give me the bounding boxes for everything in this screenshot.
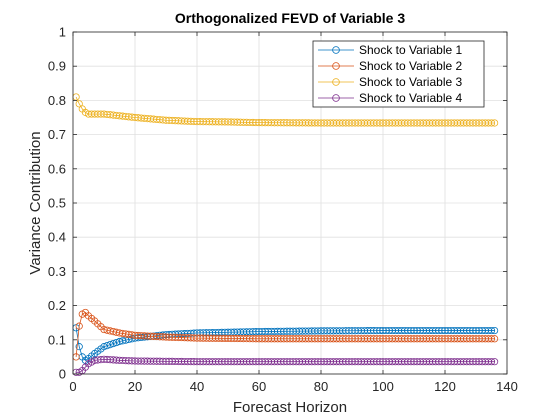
x-tick-label: 60 <box>252 379 266 394</box>
series-line <box>75 311 495 357</box>
legend-label: Shock to Variable 3 <box>359 75 462 89</box>
legend-marker <box>332 78 340 86</box>
data-point <box>100 343 108 351</box>
data-point <box>103 342 111 350</box>
series-2 <box>72 308 499 361</box>
data-point <box>109 339 117 348</box>
x-tick-label: 80 <box>314 379 328 394</box>
legend-entry-3: Shock to Variable 3 <box>318 75 462 89</box>
legend-marker <box>332 46 340 54</box>
x-tick-label: 120 <box>434 379 456 394</box>
x-tick-label: 140 <box>496 379 518 394</box>
y-tick-label: 0.3 <box>48 264 66 279</box>
y-tick-label: 0.2 <box>48 298 66 313</box>
x-axis-label: Forecast Horizon <box>233 399 347 416</box>
y-tick-label: 0.9 <box>48 59 66 74</box>
data-point <box>75 322 83 330</box>
y-tick-label: 0.4 <box>48 230 66 245</box>
axis-ticks: 0 20 40 60 80 100 120 140 0 0.1 0.2 0.3 0.4 0.5 0.6 0.7… <box>48 25 518 395</box>
series-line <box>75 327 495 361</box>
series-layer <box>72 93 499 376</box>
legend-marker <box>332 62 340 70</box>
data-point <box>490 326 499 335</box>
x-tick-label: 40 <box>190 379 204 394</box>
chart-title: Orthogonalized FEVD of Variable 3 <box>175 10 405 26</box>
series-4 <box>72 355 499 376</box>
legend-entry-2: Shock to Variable 2 <box>318 59 462 73</box>
data-point <box>106 340 114 349</box>
series-line <box>76 358 495 373</box>
data-point <box>490 335 499 343</box>
series-1 <box>72 324 499 364</box>
data-point <box>487 119 496 127</box>
data-point <box>487 335 496 343</box>
y-tick-label: 0.6 <box>48 161 66 176</box>
legend-marker <box>332 94 340 102</box>
legend: Shock to Variable 1 Shock to Variable 2 Sh… <box>312 40 485 108</box>
legend-entry-1: Shock to Variable 1 <box>318 43 462 57</box>
x-tick-label: 0 <box>69 379 76 394</box>
y-tick-label: 0.1 <box>48 332 66 347</box>
y-tick-label: 0.5 <box>48 196 66 211</box>
y-tick-label: 0.8 <box>48 93 66 108</box>
legend-label: Shock to Variable 4 <box>359 91 462 105</box>
data-point <box>75 343 83 351</box>
y-tick-label: 0 <box>59 367 66 382</box>
legend-box <box>312 40 485 108</box>
legend-entry-4: Shock to Variable 4 <box>318 91 462 105</box>
y-tick-label: 0.7 <box>48 127 66 142</box>
data-point <box>490 358 499 366</box>
data-point <box>75 100 83 108</box>
y-axis-label: Variance Contribution <box>27 131 44 274</box>
series-3 <box>72 93 499 127</box>
x-tick-label: 20 <box>128 379 142 394</box>
legend-label: Shock to Variable 2 <box>359 59 462 73</box>
x-tick-label: 100 <box>372 379 394 394</box>
legend-label: Shock to Variable 1 <box>359 43 462 57</box>
data-point <box>490 119 499 127</box>
y-tick-label: 1 <box>59 25 66 40</box>
data-point <box>487 358 496 366</box>
series-line <box>75 96 495 124</box>
data-point <box>487 326 496 335</box>
